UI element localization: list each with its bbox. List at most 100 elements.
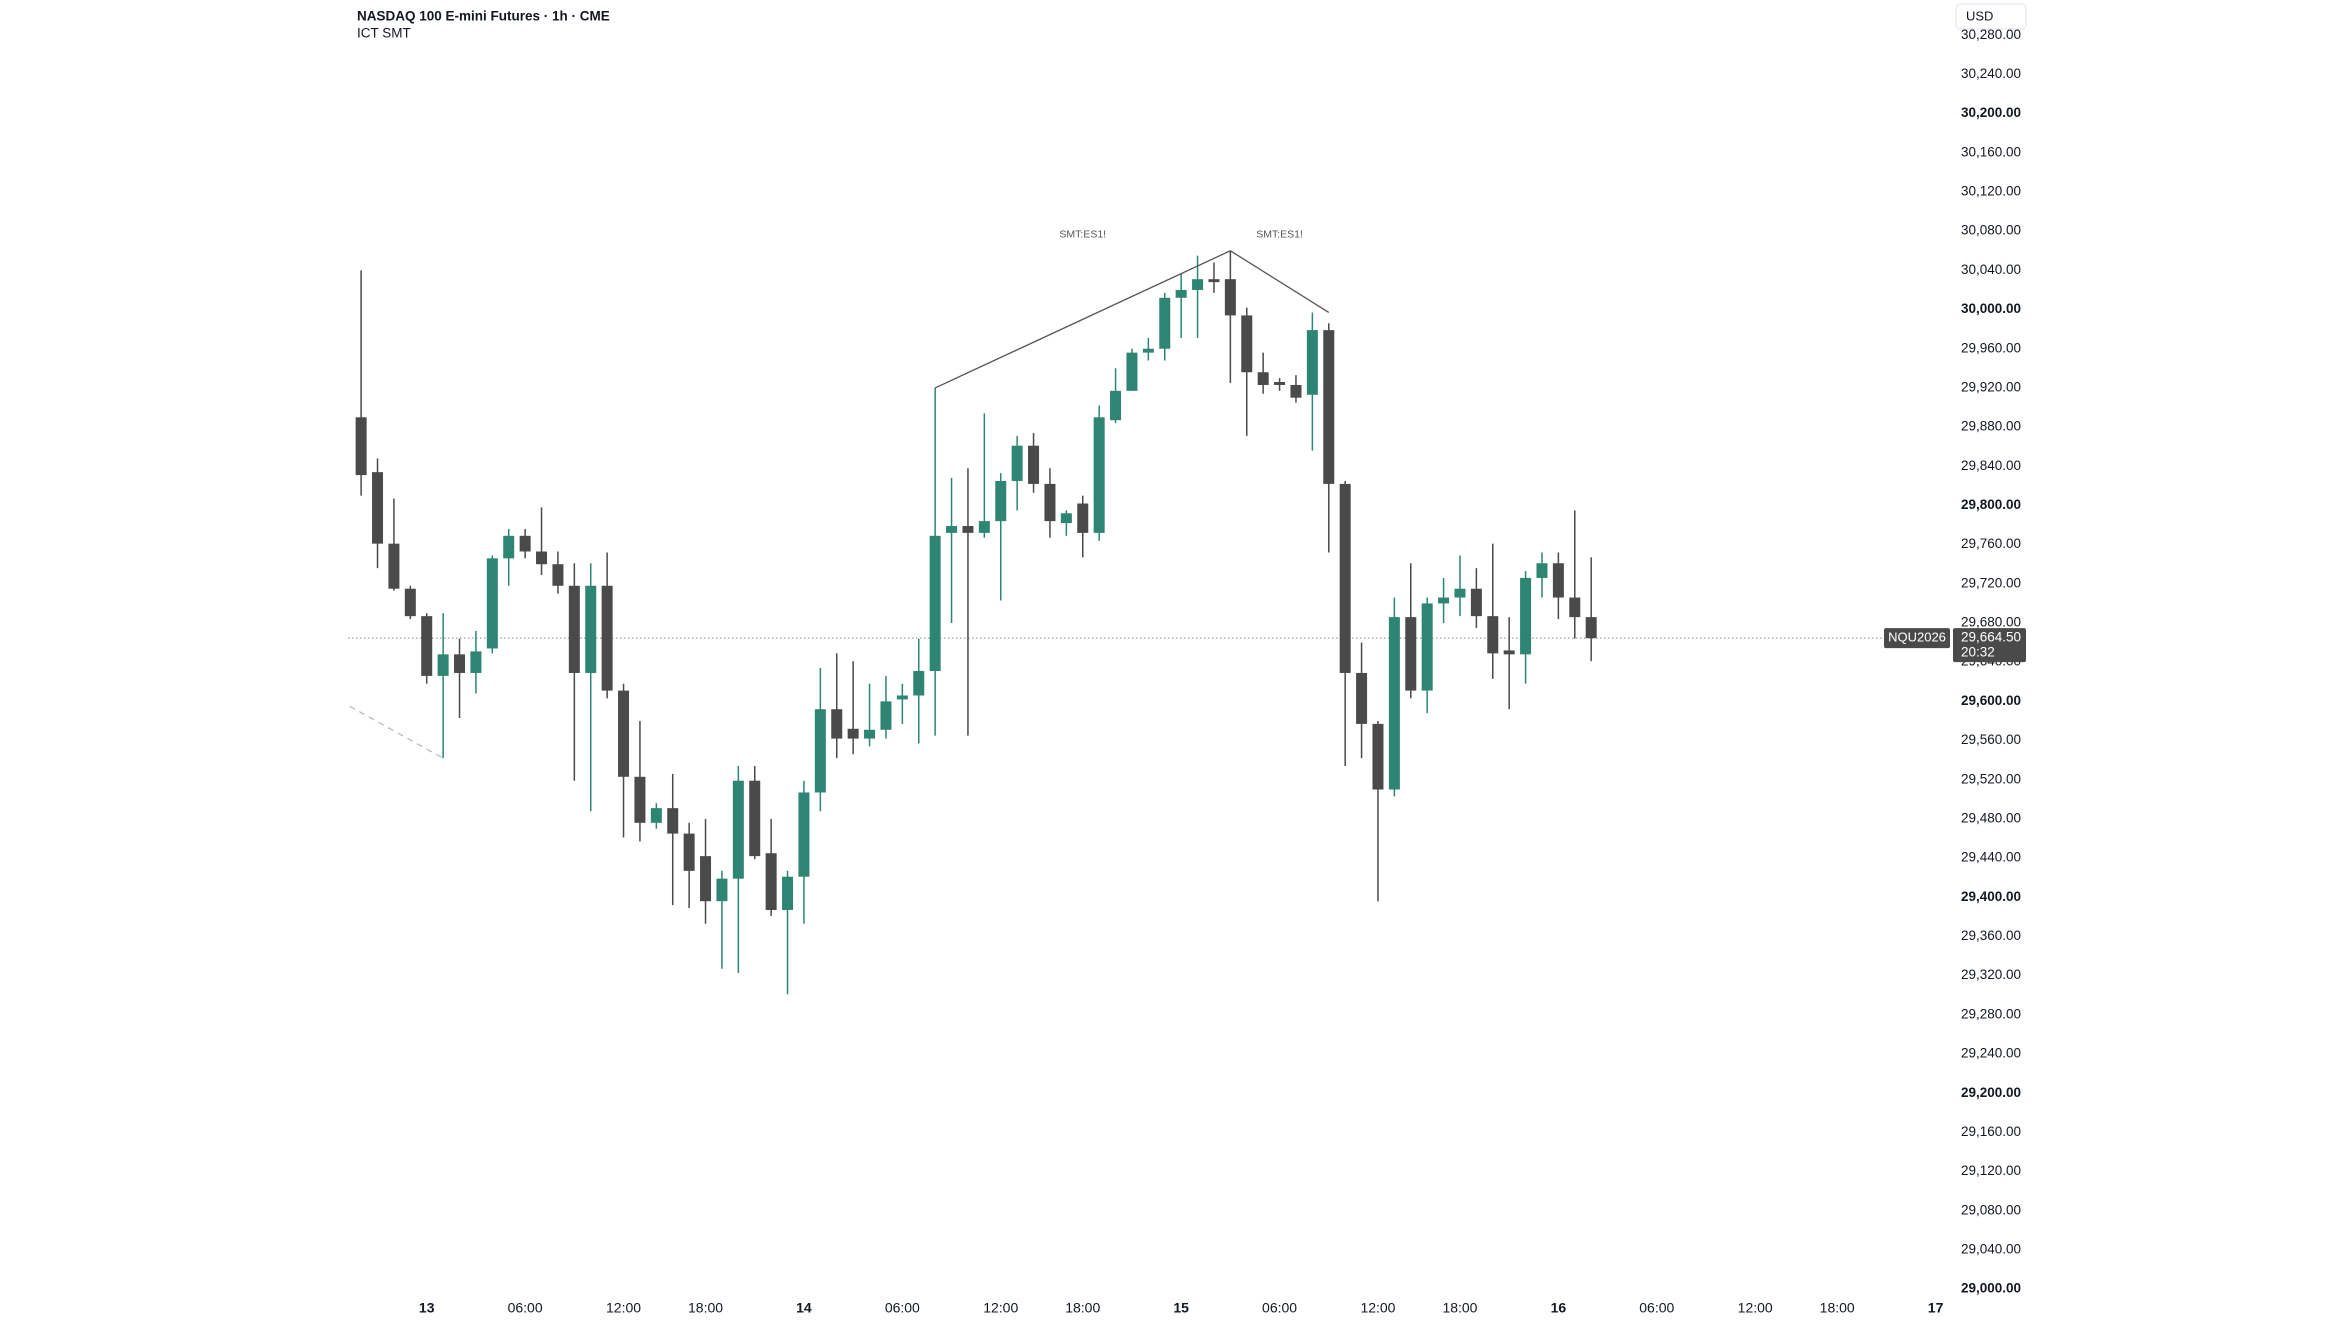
price-box (1953, 628, 2026, 663)
x-tick-label: 06:00 (508, 1300, 543, 1316)
candle-body (1405, 617, 1417, 691)
x-tick-label: 06:00 (1262, 1300, 1297, 1316)
chart-subtitle: ICT SMT (357, 26, 411, 41)
candle-body (1536, 563, 1548, 578)
x-tick-label: 18:00 (1442, 1300, 1477, 1316)
candle-body (1060, 513, 1072, 524)
y-tick-label: 29,840.00 (1961, 458, 2021, 473)
candle-body (1274, 382, 1286, 385)
candle-body (1192, 279, 1204, 290)
candle-body (486, 558, 498, 649)
x-tick-label: 13 (419, 1300, 435, 1316)
candle-body (1077, 503, 1089, 533)
candle-body (798, 792, 810, 877)
x-tick-label: 06:00 (1639, 1300, 1674, 1316)
candle-body (814, 709, 826, 793)
candle-body (618, 690, 630, 777)
candle-body (1126, 352, 1138, 391)
candle-body (1306, 330, 1318, 395)
x-tick-label: 17 (1928, 1300, 1944, 1316)
y-tick-label: 29,720.00 (1961, 575, 2021, 590)
candle-body (765, 853, 777, 911)
currency-box (1955, 3, 2027, 30)
y-tick-label: 29,480.00 (1961, 810, 2021, 825)
candle-body (650, 808, 662, 823)
candle-body (503, 535, 515, 559)
y-tick-label: 29,800.00 (1961, 497, 2021, 512)
currency-label: USD (1966, 8, 1993, 23)
candle-body (634, 776, 646, 823)
candle-body (1569, 597, 1581, 618)
y-tick-label: 30,240.00 (1961, 66, 2021, 81)
candle-body (1044, 483, 1056, 522)
candle-body (995, 480, 1007, 522)
y-tick-label: 30,160.00 (1961, 144, 2021, 159)
candle-body (519, 535, 531, 552)
y-tick-label: 29,120.00 (1961, 1163, 2021, 1178)
candle-body (454, 654, 466, 673)
candle-body (1470, 588, 1482, 617)
y-tick-label: 29,560.00 (1961, 732, 2021, 747)
candle-body (536, 551, 548, 565)
candle-body (1454, 588, 1466, 598)
candle-body (601, 585, 613, 691)
x-tick-label: 12:00 (1360, 1300, 1395, 1316)
x-tick-label: 12:00 (1738, 1300, 1773, 1316)
y-tick-label: 29,520.00 (1961, 771, 2021, 786)
candle-body (1224, 279, 1236, 316)
candle-body (1028, 445, 1040, 484)
y-tick-label: 29,200.00 (1961, 1085, 2021, 1100)
candle-body (552, 564, 564, 586)
candle-body (1388, 617, 1400, 790)
candle-body (1175, 289, 1187, 298)
candle-body (1421, 603, 1433, 691)
candle-body (1159, 297, 1171, 349)
x-tick-label: 18:00 (688, 1300, 723, 1316)
y-tick-label: 29,400.00 (1961, 889, 2021, 904)
y-tick-label: 29,240.00 (1961, 1046, 2021, 1061)
y-tick-label: 29,760.00 (1961, 536, 2021, 551)
candle-body (946, 526, 958, 533)
candle-body (1110, 390, 1122, 421)
candle-body (1241, 315, 1253, 373)
y-tick-label: 30,120.00 (1961, 184, 2021, 199)
candle-body (1142, 348, 1154, 353)
smt-line (1230, 250, 1330, 314)
candle-body (913, 670, 925, 696)
x-tick-label: 18:00 (1820, 1300, 1855, 1316)
candle-body (1208, 279, 1220, 283)
y-tick-label: 30,200.00 (1961, 105, 2021, 120)
y-tick-label: 30,080.00 (1961, 223, 2021, 238)
y-tick-label: 29,680.00 (1961, 615, 2021, 630)
candle-body (585, 585, 597, 673)
x-tick-label: 06:00 (885, 1300, 920, 1316)
smt-label: SMT:ES1! (1059, 229, 1106, 241)
candle-body (864, 729, 876, 739)
candle-body (1552, 563, 1564, 598)
candle-body (978, 521, 990, 533)
candle-body (437, 654, 449, 676)
smt-line (349, 705, 444, 759)
smt-line (934, 250, 1231, 389)
y-tick-label: 29,960.00 (1961, 340, 2021, 355)
candle-body (683, 833, 695, 871)
countdown-label: 20:32 (1961, 645, 1995, 660)
x-tick-label: 16 (1551, 1300, 1567, 1316)
y-tick-label: 29,160.00 (1961, 1124, 2021, 1139)
y-tick-label: 29,880.00 (1961, 419, 2021, 434)
x-tick-label: 18:00 (1065, 1300, 1100, 1316)
candle-body (372, 472, 384, 544)
candle-body (1520, 577, 1532, 655)
y-tick-label: 29,040.00 (1961, 1241, 2021, 1256)
y-tick-label: 29,280.00 (1961, 1006, 2021, 1021)
y-tick-label: 29,440.00 (1961, 850, 2021, 865)
x-tick-label: 14 (796, 1300, 812, 1316)
candle-body (1356, 672, 1368, 724)
candle-body (896, 695, 908, 700)
y-tick-label: 30,000.00 (1961, 301, 2021, 316)
smt-label: SMT:ES1! (1256, 229, 1303, 241)
candle-body (1487, 616, 1499, 654)
x-tick-label: 12:00 (983, 1300, 1018, 1316)
